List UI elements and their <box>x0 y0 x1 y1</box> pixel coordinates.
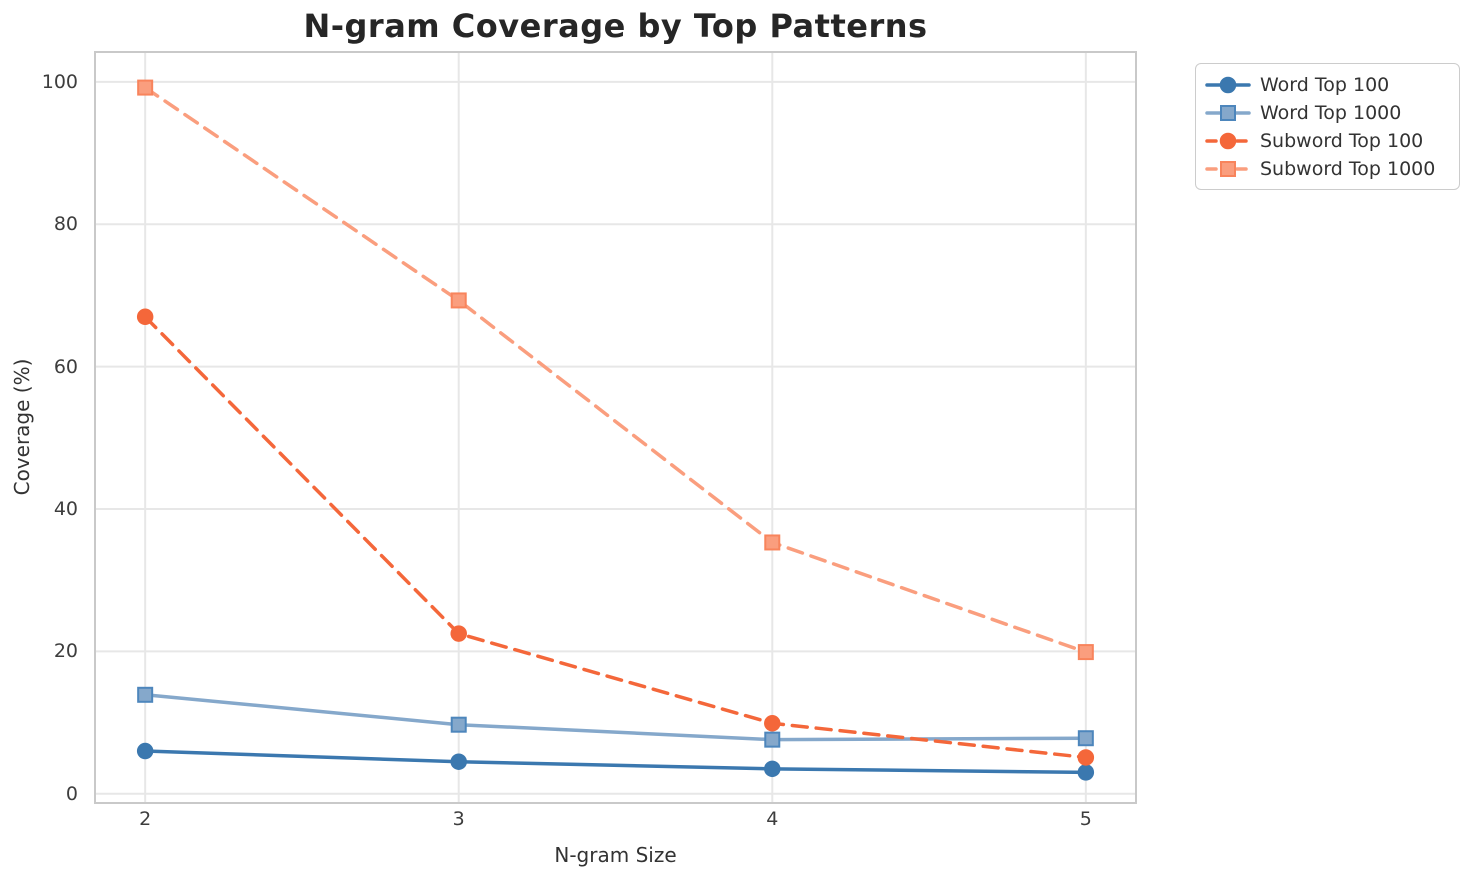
marker-subword-top-100 <box>764 715 781 732</box>
marker-subword-top-1000 <box>1077 644 1094 661</box>
legend-item-word-top-1000: Word Top 1000 <box>1205 99 1451 127</box>
legend-marker-square-icon <box>1205 104 1251 121</box>
marker-subword-top-1000-legend <box>1220 160 1236 177</box>
marker-word-top-1000 <box>1077 730 1094 747</box>
marker-subword-top-100-legend <box>1219 132 1237 149</box>
y-tick-label: 80 <box>53 213 78 236</box>
x-tick-label: 2 <box>139 808 152 830</box>
marker-subword-top-1000 <box>764 534 781 551</box>
marker-word-top-100 <box>1077 764 1095 781</box>
marker-word-top-100 <box>450 753 467 770</box>
legend-label: Word Top 1000 <box>1260 101 1402 124</box>
marker-word-top-1000 <box>764 731 781 748</box>
legend-marker-square-icon <box>1205 160 1251 177</box>
y-tick-label: 100 <box>41 70 78 93</box>
legend-item-subword-top-100: Subword Top 100 <box>1205 127 1451 155</box>
legend-item-subword-top-1000: Subword Top 1000 <box>1205 155 1451 183</box>
marker-word-top-100-legend <box>1219 76 1237 93</box>
y-tick-label: 20 <box>53 640 78 663</box>
x-tick-label: 3 <box>452 808 465 830</box>
marker-word-top-1000-legend <box>1220 104 1236 121</box>
marker-subword-top-100 <box>1077 749 1095 766</box>
marker-subword-top-1000 <box>450 292 467 309</box>
plot-border <box>94 51 1137 804</box>
marker-word-top-1000 <box>450 716 467 733</box>
marker-subword-top-100 <box>450 625 467 642</box>
legend-label: Word Top 100 <box>1260 73 1390 96</box>
marker-word-top-100 <box>764 760 781 778</box>
y-tick-label: 0 <box>65 782 78 805</box>
series-line-subword-top-1000 <box>143 85 1088 654</box>
legend-marker-circle-icon <box>1205 76 1251 93</box>
marker-word-top-1000 <box>137 686 154 703</box>
y-tick-label: 40 <box>53 498 78 520</box>
legend-label: Subword Top 1000 <box>1260 157 1436 180</box>
legend: Word Top 100 Word Top 1000 Subword Top 100… <box>1195 63 1460 190</box>
legend-marker-circle-icon <box>1205 132 1251 149</box>
y-tick-label: 60 <box>53 355 78 378</box>
legend-item-word-top-100: Word Top 100 <box>1205 71 1451 99</box>
series-line-word-top-1000 <box>143 693 1088 742</box>
series-line-subword-top-100 <box>143 315 1088 760</box>
x-tick-label: 4 <box>766 808 779 830</box>
marker-subword-top-100 <box>136 308 154 326</box>
series-line-word-top-100 <box>143 749 1088 775</box>
marker-word-top-100 <box>136 742 154 760</box>
legend-label: Subword Top 100 <box>1260 129 1424 152</box>
x-axis-label: N-gram Size <box>554 843 677 867</box>
marker-subword-top-1000 <box>137 79 154 96</box>
chart-title: N-gram Coverage by Top Patterns <box>303 7 928 45</box>
x-tick-label: 5 <box>1079 808 1092 830</box>
